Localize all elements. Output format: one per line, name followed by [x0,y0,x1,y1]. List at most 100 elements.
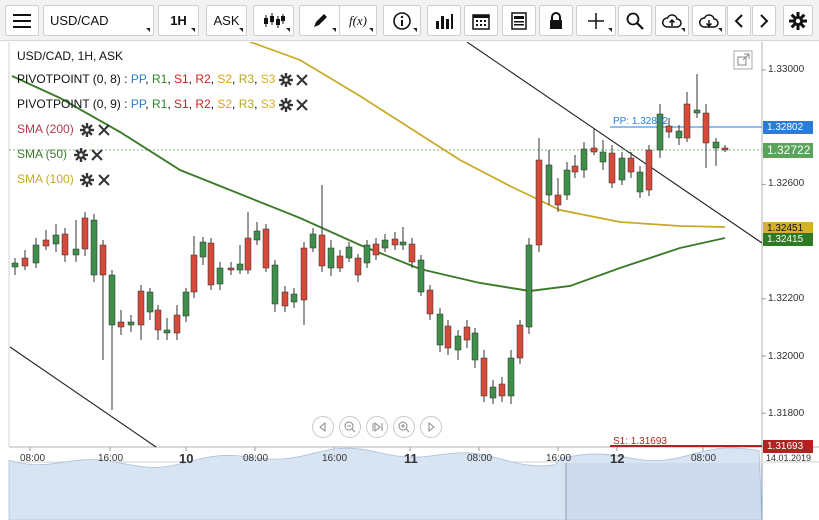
candle-body[interactable] [253,230,261,241]
candle-body[interactable] [399,241,407,246]
candle-body[interactable] [693,109,701,114]
candle-body[interactable] [154,309,162,331]
candle-body[interactable] [336,255,344,269]
candle-body[interactable] [608,152,616,184]
candle-body[interactable] [354,257,362,276]
candle-body[interactable] [262,228,270,269]
indicator-sma-200[interactable]: SMA (200) [17,122,110,137]
candle-body[interactable] [108,274,116,326]
candle-body[interactable] [345,246,353,259]
close-icon[interactable] [98,124,110,136]
reset-zoom-button[interactable] [366,416,388,438]
gear-icon[interactable] [80,122,95,137]
close-icon[interactable] [98,174,110,186]
scroll-left-button[interactable] [727,5,751,36]
candle-body[interactable] [507,357,515,397]
candle-body[interactable] [463,326,471,341]
news-button[interactable] [502,5,536,36]
indicator-sma-50[interactable]: SMA (50) [17,147,103,162]
trend-line-lower[interactable] [9,346,157,448]
popout-icon[interactable] [733,50,753,70]
candle-body[interactable] [683,103,691,139]
candle-body[interactable] [426,289,434,315]
candle-body[interactable] [32,244,40,264]
download-button[interactable] [692,5,726,36]
zoom-button[interactable] [618,5,652,36]
candle-body[interactable] [554,194,562,206]
drawing-tools-button[interactable] [299,5,340,36]
candle-body[interactable] [52,234,60,245]
candle-body[interactable] [444,325,452,349]
candle-body[interactable] [645,149,653,191]
navigator-window[interactable] [566,463,762,520]
candle-body[interactable] [391,238,399,246]
candle-body[interactable] [11,262,19,268]
gear-icon[interactable] [80,172,95,187]
candle-body[interactable] [281,291,289,307]
candle-body[interactable] [599,151,607,163]
candle-body[interactable] [72,248,80,256]
candle-body[interactable] [636,171,644,193]
candle-body[interactable] [216,267,224,285]
candle-body[interactable] [571,165,579,173]
candle-body[interactable] [236,263,244,271]
candle-body[interactable] [146,291,154,313]
candle-body[interactable] [363,244,371,264]
candle-body[interactable] [372,243,380,256]
pan-left-button[interactable] [312,416,334,438]
candle-body[interactable] [563,169,571,196]
candle-body[interactable] [290,293,298,303]
candle-body[interactable] [498,383,506,397]
candle-body[interactable] [90,219,98,276]
candle-body[interactable] [618,157,626,181]
candle-body[interactable] [721,147,729,151]
candle-body[interactable] [61,233,69,256]
candle-body[interactable] [590,147,598,153]
settings-button[interactable] [783,5,813,36]
indicator-pivot-9[interactable]: PIVOTPOINT (0, 9) : PP, R1, S1, R2, S2, … [17,97,308,112]
candle-body[interactable] [454,335,462,351]
candle-body[interactable] [580,148,588,171]
candle-body[interactable] [99,244,107,276]
chart-type-button[interactable] [253,5,294,36]
candle-body[interactable] [127,321,135,326]
candle-body[interactable] [173,314,181,334]
candle-body[interactable] [271,264,279,305]
volume-button[interactable] [427,5,461,36]
close-icon[interactable] [296,74,308,86]
candle-body[interactable] [137,290,145,326]
candle-body[interactable] [545,164,553,196]
indicator-sma-100[interactable]: SMA (100) [17,172,110,187]
candle-body[interactable] [665,125,673,133]
candle-body[interactable] [327,247,335,269]
candle-body[interactable] [244,237,252,271]
gear-icon[interactable] [278,72,293,87]
close-icon[interactable] [296,99,308,111]
candle-body[interactable] [117,321,125,328]
candle-body[interactable] [408,243,416,263]
lock-button[interactable] [539,5,573,36]
indicators-button[interactable]: f(x) [339,5,377,36]
symbol-select[interactable]: USD/CAD [43,5,154,36]
price-chart[interactable] [0,42,819,520]
info-button[interactable] [383,5,421,36]
candle-body[interactable] [309,233,317,249]
upload-button[interactable] [655,5,689,36]
candle-body[interactable] [535,159,543,246]
candle-body[interactable] [207,242,215,286]
candle-body[interactable] [190,254,198,293]
candle-body[interactable] [163,329,171,334]
candle-body[interactable] [318,234,326,267]
crosshair-button[interactable] [576,5,616,36]
close-icon[interactable] [91,149,103,161]
zoom-in-button[interactable] [393,416,415,438]
candle-body[interactable] [21,257,29,267]
candle-body[interactable] [81,217,89,250]
trend-line-upper[interactable] [466,42,763,244]
candle-body[interactable] [182,291,190,317]
scroll-right-button[interactable] [752,5,776,36]
candle-body[interactable] [42,239,50,247]
gear-icon[interactable] [73,147,88,162]
indicator-pivot-8[interactable]: PIVOTPOINT (0, 8) : PP, R1, S1, R2, S2, … [17,72,308,87]
pan-right-button[interactable] [420,416,442,438]
